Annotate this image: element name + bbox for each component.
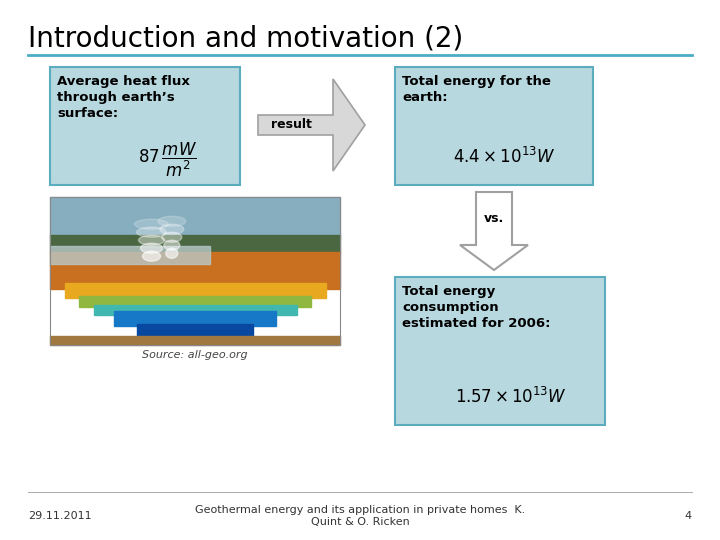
Text: vs.: vs. [484, 212, 504, 225]
Text: through earth’s: through earth’s [57, 91, 175, 104]
Text: $1.57\times10^{13}W$: $1.57\times10^{13}W$ [454, 387, 567, 407]
Text: estimated for 2006:: estimated for 2006: [402, 317, 551, 330]
Text: earth:: earth: [402, 91, 448, 104]
Text: Source: all-geo.org: Source: all-geo.org [142, 350, 248, 360]
Ellipse shape [158, 216, 186, 226]
FancyBboxPatch shape [50, 67, 240, 185]
FancyBboxPatch shape [395, 67, 593, 185]
Text: $87\,\dfrac{mW}{m^2}$: $87\,\dfrac{mW}{m^2}$ [138, 141, 197, 179]
Bar [50, 336, 340, 345]
Text: surface:: surface: [57, 107, 118, 120]
Text: result: result [271, 118, 312, 132]
Text: Geothermal energy and its application in private homes  K.
Quint & O. Ricken: Geothermal energy and its application in… [195, 505, 525, 527]
Bar [94, 305, 297, 315]
Text: 29.11.2011: 29.11.2011 [28, 511, 91, 521]
Text: Total energy: Total energy [402, 285, 495, 298]
Ellipse shape [164, 240, 180, 250]
Bar [137, 325, 253, 336]
Bar [50, 197, 340, 345]
Text: 4: 4 [685, 511, 692, 521]
Ellipse shape [143, 251, 161, 261]
Ellipse shape [160, 224, 184, 234]
Text: $4.4\times10^{13}W$: $4.4\times10^{13}W$ [453, 147, 555, 167]
Bar [50, 252, 340, 289]
Text: Average heat flux: Average heat flux [57, 75, 190, 88]
Ellipse shape [135, 219, 168, 229]
Text: consumption: consumption [402, 301, 499, 314]
FancyBboxPatch shape [395, 277, 605, 425]
Bar [50, 235, 340, 253]
Bar [50, 197, 340, 239]
Text: Introduction and motivation (2): Introduction and motivation (2) [28, 24, 463, 52]
Bar [114, 311, 276, 326]
Text: Total energy for the: Total energy for the [402, 75, 551, 88]
Polygon shape [258, 79, 365, 171]
Ellipse shape [162, 232, 181, 242]
Ellipse shape [138, 235, 164, 245]
Polygon shape [460, 192, 528, 270]
Bar [65, 283, 325, 298]
Ellipse shape [166, 248, 178, 258]
Ellipse shape [140, 243, 163, 253]
Bar [79, 296, 311, 307]
Ellipse shape [137, 227, 166, 237]
Bar [50, 246, 210, 264]
